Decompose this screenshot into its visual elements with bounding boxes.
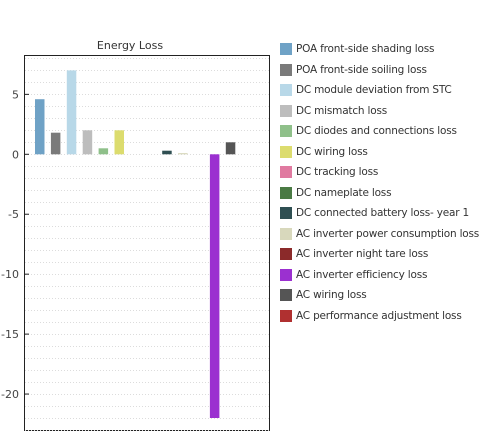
legend-label: DC diodes and connections loss — [296, 125, 457, 138]
bar — [82, 130, 93, 155]
legend-item: POA front-side shading loss — [280, 39, 500, 60]
legend-swatch — [280, 145, 292, 158]
legend-label: DC mismatch loss — [296, 104, 387, 117]
chart-title: Energy Loss — [97, 39, 163, 52]
legend: POA front-side shading loss POA front-sid… — [280, 39, 500, 326]
legend-item: DC mismatch loss — [280, 101, 500, 122]
legend-item: DC nameplate loss — [280, 183, 500, 204]
legend-item: AC inverter efficiency loss — [280, 265, 500, 286]
legend-swatch — [280, 63, 292, 76]
y-tick-label: -15 — [1, 328, 19, 341]
y-tick-label: -5 — [8, 208, 19, 221]
legend-item: POA front-side soiling loss — [280, 60, 500, 81]
legend-label: POA front-side soiling loss — [296, 63, 427, 76]
bar — [209, 154, 220, 419]
legend-swatch — [280, 309, 292, 322]
legend-swatch — [280, 207, 292, 220]
legend-swatch — [280, 268, 292, 281]
legend-item: DC connected battery loss- year 1 — [280, 203, 500, 224]
legend-item: AC inverter night tare loss — [280, 244, 500, 265]
bar — [35, 99, 45, 155]
legend-label: AC wiring loss — [296, 289, 367, 302]
bars — [35, 70, 236, 419]
legend-label: AC inverter efficiency loss — [296, 268, 428, 281]
y-tick-label: -20 — [1, 388, 19, 401]
bar — [50, 132, 61, 155]
legend-label: POA front-side shading loss — [296, 43, 435, 56]
legend-item: AC inverter power consumption loss — [280, 224, 500, 245]
legend-label: DC module deviation from STC — [296, 84, 452, 97]
plot-frame — [24, 55, 270, 431]
legend-swatch — [280, 43, 292, 56]
bar — [66, 70, 77, 155]
legend-label: DC nameplate loss — [296, 186, 392, 199]
legend-swatch — [280, 84, 292, 97]
legend-swatch — [280, 125, 292, 138]
legend-swatch — [280, 289, 292, 302]
legend-label: DC connected battery loss- year 1 — [296, 207, 469, 220]
bar — [178, 153, 188, 155]
legend-swatch — [280, 227, 292, 240]
legend-label: DC tracking loss — [296, 166, 379, 179]
legend-item: DC module deviation from STC — [280, 80, 500, 101]
legend-label: DC wiring loss — [296, 145, 368, 158]
legend-label: AC performance adjustment loss — [296, 309, 462, 322]
legend-swatch — [280, 186, 292, 199]
y-axis-ticks: 5 0 -5 -10 -15 -20 — [1, 88, 29, 401]
legend-item: AC performance adjustment loss — [280, 306, 500, 327]
legend-swatch — [280, 104, 292, 117]
legend-item: AC wiring loss — [280, 285, 500, 306]
y-tick-label: -10 — [1, 268, 19, 281]
bar — [98, 148, 109, 155]
legend-item: DC diodes and connections loss — [280, 121, 500, 142]
y-tick-label: 0 — [12, 148, 19, 161]
bar — [114, 130, 124, 155]
bar — [162, 150, 172, 155]
legend-item: DC tracking loss — [280, 162, 500, 183]
legend-item: DC wiring loss — [280, 142, 500, 163]
legend-swatch — [280, 248, 292, 261]
bar — [225, 142, 236, 155]
legend-swatch — [280, 166, 292, 179]
legend-label: AC inverter power consumption loss — [296, 227, 480, 240]
legend-label: AC inverter night tare loss — [296, 248, 429, 261]
y-tick-label: 5 — [12, 88, 19, 101]
